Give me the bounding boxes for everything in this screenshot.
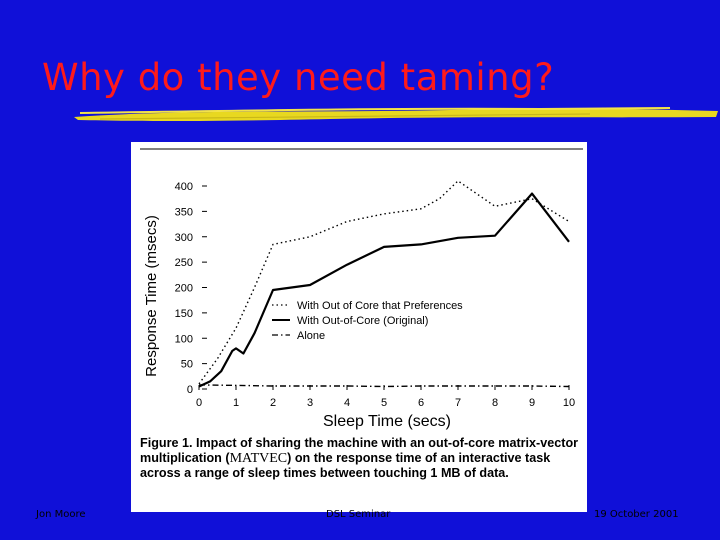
legend-label: Alone xyxy=(297,330,325,342)
series-alone-line xyxy=(198,384,570,388)
y-tick-label: 300 xyxy=(175,232,193,244)
x-tick-label: 2 xyxy=(270,397,276,409)
y-tick-label: 0 xyxy=(187,384,193,396)
y-tick-label: 200 xyxy=(175,283,193,295)
slide-title: Why do they need taming? xyxy=(42,56,555,99)
x-tick-label: 8 xyxy=(492,397,498,409)
y-tick-label: 50 xyxy=(181,359,193,371)
y-tick-label: 150 xyxy=(175,308,193,320)
x-tick-label: 1 xyxy=(233,397,239,409)
x-tick-label: 9 xyxy=(529,397,535,409)
y-tick-label: 400 xyxy=(175,181,193,193)
y-tick-label: 250 xyxy=(175,257,193,269)
x-tick-label: 6 xyxy=(418,397,424,409)
footer-date: 19 October 2001 xyxy=(594,509,679,520)
x-tick-label: 3 xyxy=(307,397,313,409)
x-tick-label: 4 xyxy=(344,397,350,409)
caption-matvec: MATVEC xyxy=(229,451,288,466)
x-tick-label: 10 xyxy=(563,397,575,409)
y-axis-label: Response Time (msecs) xyxy=(143,215,160,377)
footer-author: Jon Moore xyxy=(36,509,86,520)
title-underline-brush xyxy=(74,107,718,121)
figure-caption: Figure 1. Impact of sharing the machine … xyxy=(140,436,580,481)
x-axis-label: Sleep Time (secs) xyxy=(323,413,451,430)
legend-label: With Out of Core that Preferences xyxy=(297,300,463,312)
footer-event: DSL Seminar xyxy=(326,509,391,520)
legend-label: With Out-of-Core (Original) xyxy=(297,315,428,327)
series-preferences-line xyxy=(198,180,570,385)
y-tick-label: 350 xyxy=(175,206,193,218)
x-tick-label: 0 xyxy=(196,397,202,409)
caption-text-1: Figure 1. Impact of sharing the machine … xyxy=(140,436,579,465)
response-time-chart: Response Time (msecs) Sleep Time (secs) … xyxy=(140,148,583,430)
series-original-line xyxy=(198,192,570,388)
caption-text-2: ) on the response time of an interactive… xyxy=(140,451,551,480)
y-tick-label: 100 xyxy=(175,333,193,345)
figure-panel: Response Time (msecs) Sleep Time (secs) … xyxy=(131,142,587,512)
x-tick-label: 7 xyxy=(455,397,461,409)
x-tick-label: 5 xyxy=(381,397,387,409)
